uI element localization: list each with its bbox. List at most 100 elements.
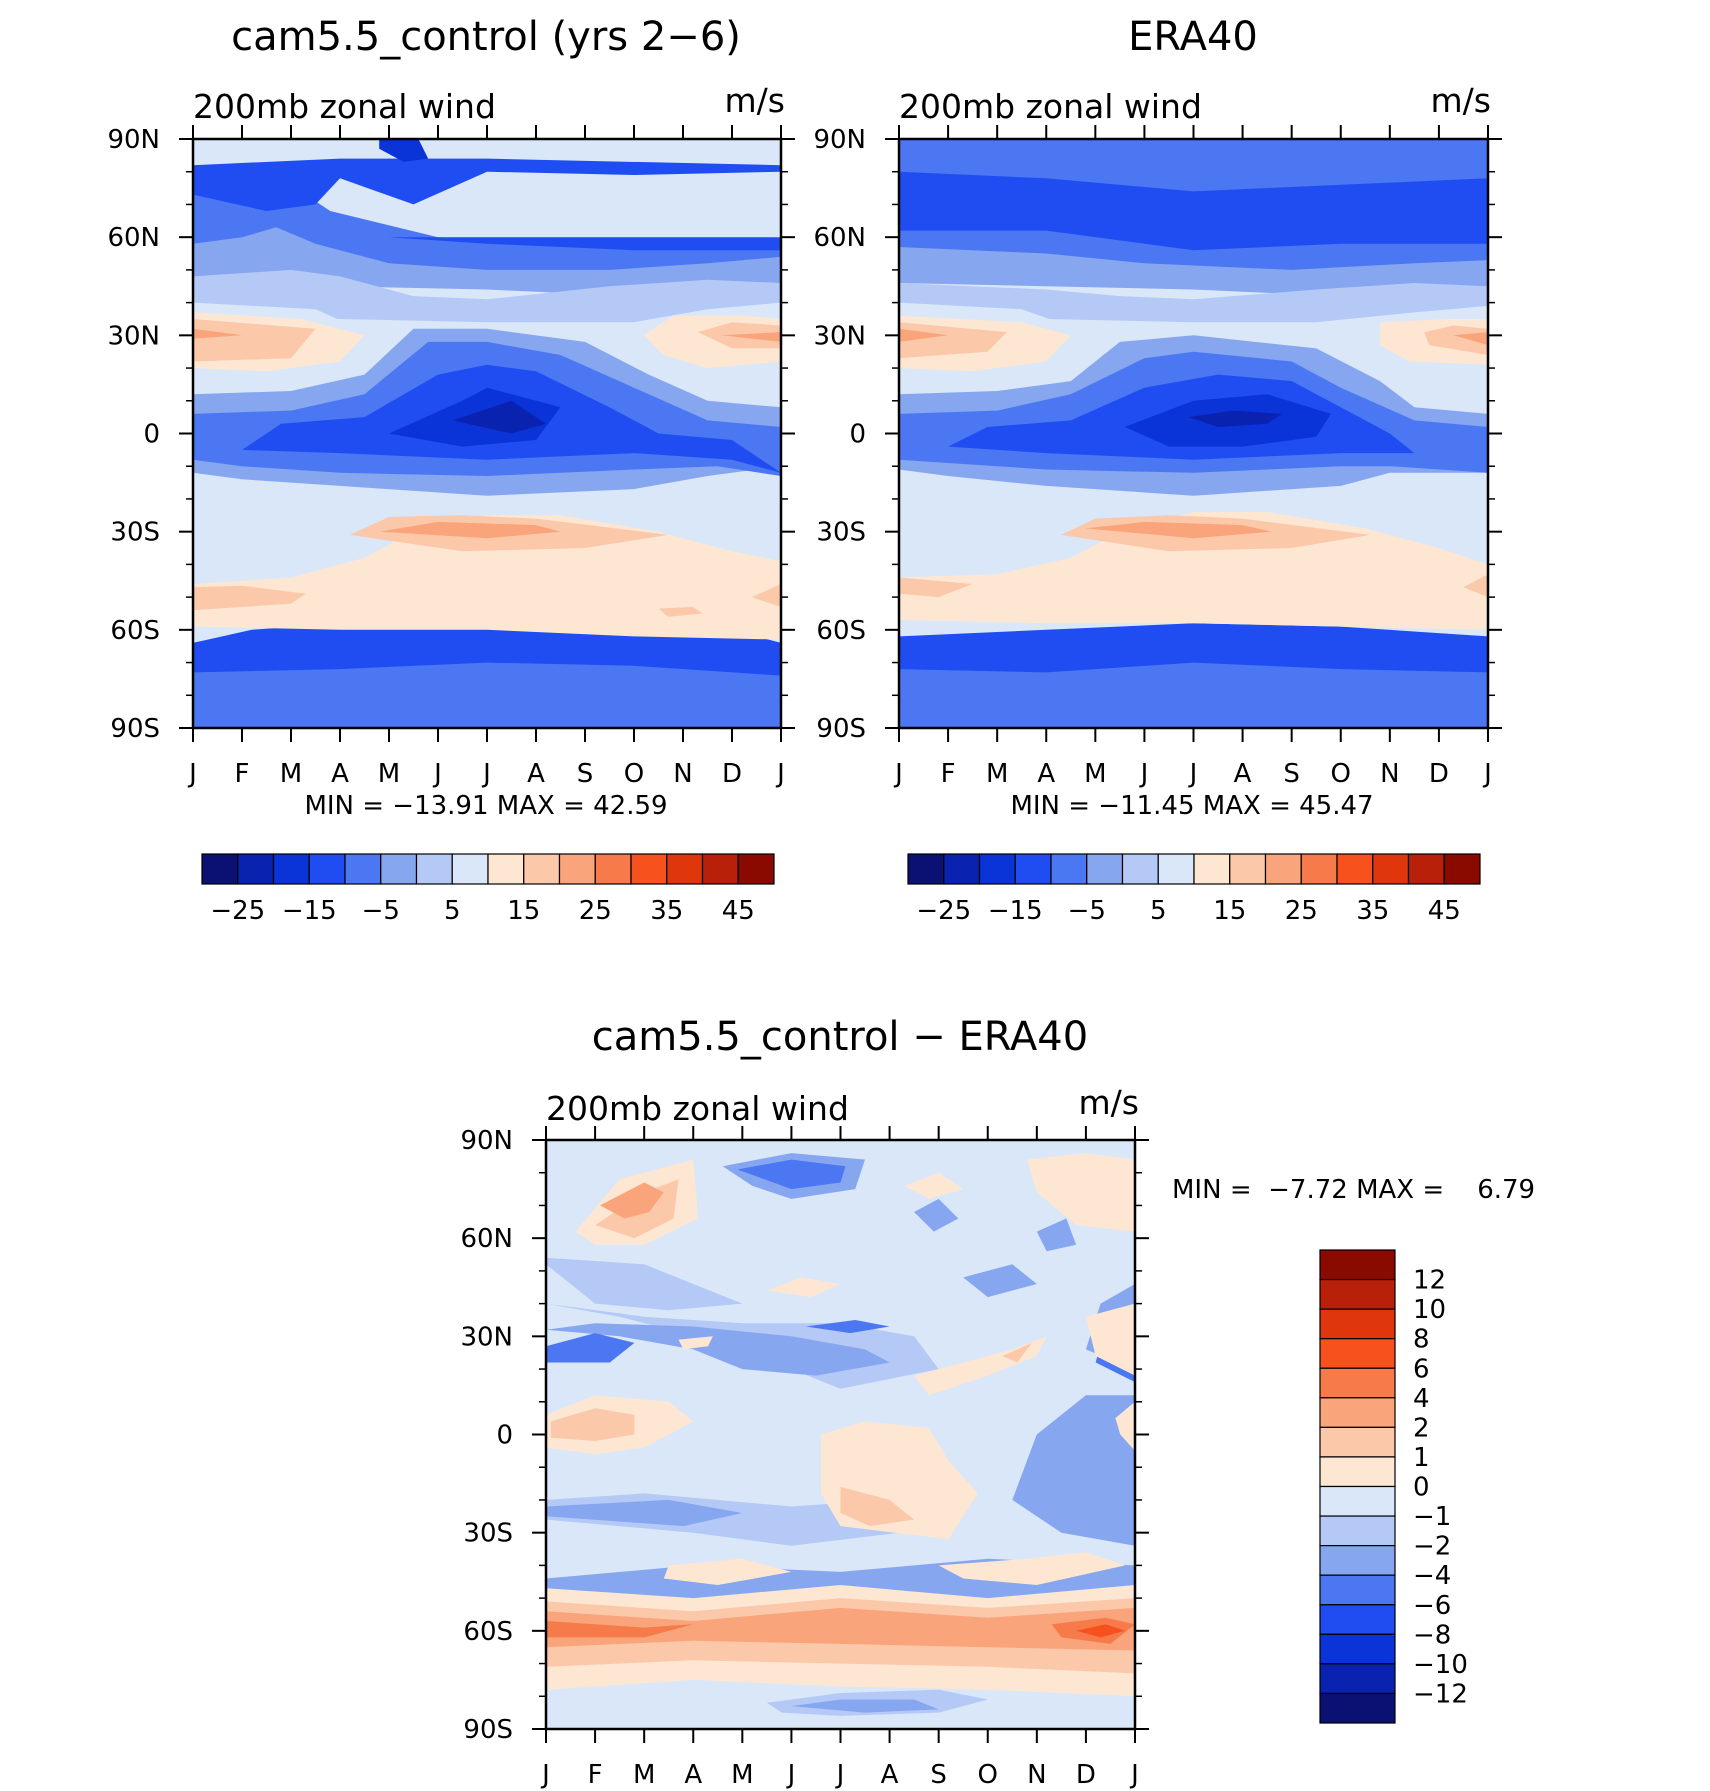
contour-region (840, 1486, 915, 1527)
x-tick-label: F (235, 759, 250, 789)
colorbar-box (1372, 853, 1410, 885)
contour-region (546, 1621, 694, 1638)
colorbar-box (1319, 1604, 1396, 1635)
x-tick-label: J (775, 759, 785, 789)
x-tick-label: S (577, 759, 594, 789)
panel-title: ERA40 (1128, 14, 1258, 60)
contour-field (193, 139, 781, 728)
x-tick-label: A (1037, 759, 1055, 789)
colorbar-label: −12 (1413, 1679, 1468, 1709)
colorbar-label: 35 (650, 896, 683, 926)
x-tick-label: J (540, 1760, 550, 1790)
colorbar-label: −25 (210, 896, 265, 926)
contour-region (766, 1277, 841, 1298)
colorbar-box (415, 853, 453, 885)
panel-units: m/s (1079, 1083, 1139, 1122)
colorbar-label: −4 (1413, 1561, 1451, 1591)
colorbar-box (943, 853, 981, 885)
y-tick-label: 30N (107, 321, 160, 351)
panel-units: m/s (725, 81, 785, 120)
panel-units: m/s (1431, 81, 1491, 120)
panel-title: cam5.5_control − ERA40 (592, 1014, 1088, 1060)
colorbar-box (523, 853, 561, 885)
contour-region (1453, 332, 1488, 346)
colorbar-label: 5 (1150, 896, 1167, 926)
contour-region (546, 1257, 743, 1311)
colorbar: −25 −15 −5 5 15 25 35 45 (201, 853, 775, 926)
y-tick-label: 60N (813, 223, 866, 253)
contour-region (678, 1336, 713, 1350)
contour-region (546, 1499, 743, 1527)
colorbar-label: −15 (988, 896, 1043, 926)
x-tick-label: J (786, 1760, 796, 1790)
colorbar-label: −8 (1413, 1620, 1451, 1650)
colorbar-box (272, 853, 310, 885)
colorbar-label: −1 (1413, 1502, 1451, 1532)
colorbar-box (1229, 853, 1267, 885)
contour-region (600, 1182, 664, 1219)
colorbar-label: 10 (1413, 1295, 1446, 1325)
colorbar-box (978, 853, 1016, 885)
colorbar-label: 25 (579, 896, 612, 926)
colorbar-box (1157, 853, 1195, 885)
min-max-label: MIN = −13.91 MAX = 42.59 (304, 791, 667, 821)
x-tick-label: O (624, 759, 644, 789)
colorbar-box (1050, 853, 1088, 885)
colorbar-label: −5 (362, 896, 400, 926)
x-tick-label: A (331, 759, 349, 789)
contour-region (658, 606, 703, 617)
colorbar-box (487, 853, 525, 885)
y-tick-label: 60S (463, 1617, 513, 1647)
x-tick-label: J (1139, 759, 1149, 789)
y-tick-label: 60N (460, 1224, 513, 1254)
x-tick-label: D (1429, 759, 1449, 789)
y-tick-label: 90S (110, 714, 160, 744)
x-tick-label: D (1076, 1760, 1096, 1790)
x-tick-label: F (588, 1760, 603, 1790)
colorbar-box (1319, 1397, 1396, 1428)
colorbar-box (1319, 1663, 1396, 1695)
colorbar-box (1319, 1456, 1396, 1488)
colorbar-label: 4 (1413, 1384, 1430, 1414)
contour-region (791, 1699, 939, 1713)
colorbar-label: 45 (722, 896, 755, 926)
contour-region (1036, 1218, 1077, 1252)
contour-region (1027, 1153, 1135, 1232)
colorbar-box (1121, 853, 1159, 885)
colorbar-box (1319, 1545, 1396, 1576)
x-tick-label: M (280, 759, 302, 789)
colorbar-box (1319, 1426, 1396, 1458)
x-tick-label: N (1380, 759, 1399, 789)
y-tick-label: 90N (460, 1126, 513, 1156)
panel-difference: cam5.5_control − ERA40 200mb zonal wind … (460, 1014, 1535, 1790)
contour-region (1188, 410, 1282, 427)
contour-region (1002, 1342, 1032, 1363)
contour-region (193, 319, 316, 362)
contour-region (1085, 1303, 1135, 1376)
contour-region (193, 585, 306, 611)
colorbar-box (1319, 1338, 1396, 1369)
x-tick-label: A (527, 759, 545, 789)
contour-region (904, 1172, 964, 1199)
colorbar-label: 35 (1356, 896, 1389, 926)
panel-left-string: 200mb zonal wind (546, 1089, 849, 1128)
contour-region (1085, 521, 1272, 539)
colorbar-box (1319, 1249, 1396, 1281)
x-tick-label: J (1188, 759, 1198, 789)
colorbar-label: 12 (1413, 1266, 1446, 1296)
colorbar-label: 15 (1213, 896, 1246, 926)
colorbar-label: 6 (1413, 1354, 1430, 1384)
x-tick-label: J (1129, 1760, 1139, 1790)
y-tick-label: 90N (813, 125, 866, 155)
x-tick-label: M (986, 759, 1008, 789)
contour-region (751, 584, 781, 607)
x-tick-label: M (378, 759, 400, 789)
colorbar-label: 45 (1428, 896, 1461, 926)
y-tick-label: 0 (496, 1421, 513, 1451)
x-tick-label: F (941, 759, 956, 789)
colorbar-label: −10 (1413, 1650, 1468, 1680)
colorbar-label: −6 (1413, 1591, 1451, 1621)
colorbar-box (594, 853, 632, 885)
